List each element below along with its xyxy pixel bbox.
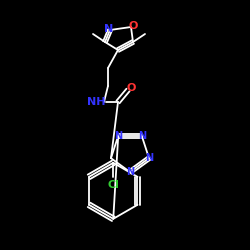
Text: Cl: Cl <box>107 180 119 190</box>
Text: N: N <box>138 131 146 141</box>
Text: N: N <box>145 153 153 163</box>
Text: N: N <box>126 167 134 177</box>
Text: N: N <box>104 24 114 34</box>
Text: N: N <box>114 131 122 141</box>
Text: NH: NH <box>87 97 105 107</box>
Text: O: O <box>128 21 138 31</box>
Text: O: O <box>126 83 136 93</box>
